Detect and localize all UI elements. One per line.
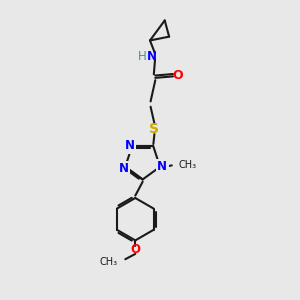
Text: O: O: [130, 243, 140, 256]
Text: N: N: [158, 160, 167, 173]
Text: N: N: [147, 50, 157, 63]
Text: O: O: [173, 69, 183, 82]
Text: N: N: [119, 162, 129, 175]
Text: S: S: [149, 122, 159, 136]
Text: N: N: [124, 139, 135, 152]
Text: CH₃: CH₃: [178, 160, 197, 170]
Text: H: H: [138, 50, 146, 63]
Text: CH₃: CH₃: [100, 257, 118, 267]
